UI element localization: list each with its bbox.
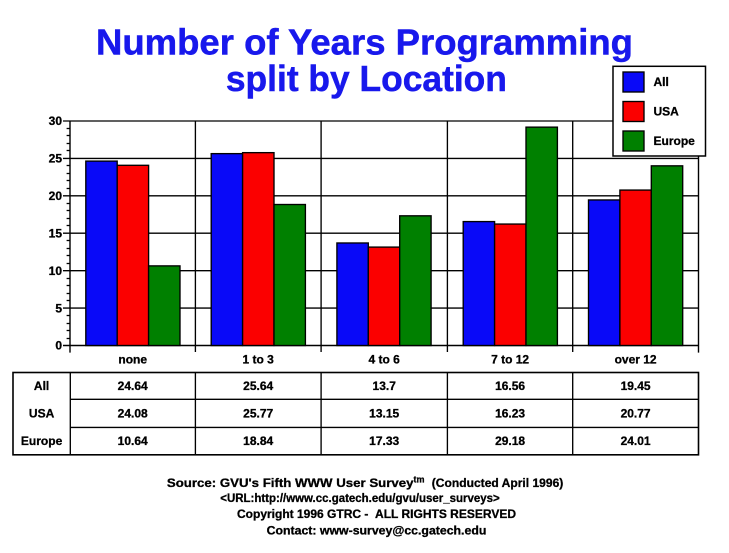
- svg-text:16.56: 16.56: [495, 379, 525, 393]
- svg-text:Contact: www-survey@cc.gatech.: Contact: www-survey@cc.gatech.edu: [267, 524, 487, 538]
- svg-text:20: 20: [49, 189, 63, 203]
- svg-text:Copyright 1996 GTRC - ALL RIG: Copyright 1996 GTRC - ALL RIGHTS RESERVE…: [237, 507, 516, 521]
- svg-text:10.64: 10.64: [118, 434, 148, 448]
- svg-text:24.01: 24.01: [621, 434, 651, 448]
- svg-text:18.84: 18.84: [243, 434, 273, 448]
- svg-text:24.64: 24.64: [118, 379, 148, 393]
- svg-text:19.45: 19.45: [621, 379, 651, 393]
- svg-text:All: All: [654, 75, 669, 89]
- svg-text:All: All: [34, 379, 49, 393]
- svg-text:24.08: 24.08: [118, 407, 148, 421]
- svg-text:10: 10: [49, 264, 63, 278]
- svg-text:Source: GVU's Fifth WWW User S: Source: GVU's Fifth WWW User Surveytm (Co…: [167, 475, 563, 490]
- svg-text:17.33: 17.33: [369, 434, 399, 448]
- svg-text:25.77: 25.77: [243, 407, 273, 421]
- svg-text:<URL:http://www.cc.gatech.edu/: <URL:http://www.cc.gatech.edu/gvu/user_s…: [220, 491, 500, 505]
- svg-text:Europe: Europe: [21, 434, 63, 448]
- svg-text:none: none: [118, 353, 147, 367]
- svg-text:7 to 12: 7 to 12: [491, 353, 529, 367]
- svg-text:29.18: 29.18: [495, 434, 525, 448]
- svg-text:16.23: 16.23: [495, 407, 525, 421]
- svg-text:30: 30: [49, 114, 63, 128]
- svg-text:USA: USA: [654, 105, 680, 119]
- svg-text:4 to 6: 4 to 6: [369, 353, 401, 367]
- svg-text:USA: USA: [29, 407, 55, 421]
- svg-text:split by Location: split by Location: [226, 58, 507, 99]
- svg-text:Number of Years Programming: Number of Years Programming: [96, 22, 633, 63]
- svg-text:13.15: 13.15: [369, 407, 399, 421]
- svg-text:Europe: Europe: [654, 134, 696, 148]
- svg-text:15: 15: [49, 226, 63, 240]
- svg-text:1 to 3: 1 to 3: [243, 353, 275, 367]
- svg-text:over 12: over 12: [615, 353, 657, 367]
- svg-text:13.7: 13.7: [373, 379, 397, 393]
- svg-text:20.77: 20.77: [621, 407, 651, 421]
- svg-text:25.64: 25.64: [243, 379, 273, 393]
- svg-text:25: 25: [49, 152, 63, 166]
- svg-text:0: 0: [55, 339, 62, 353]
- svg-text:5: 5: [55, 301, 62, 315]
